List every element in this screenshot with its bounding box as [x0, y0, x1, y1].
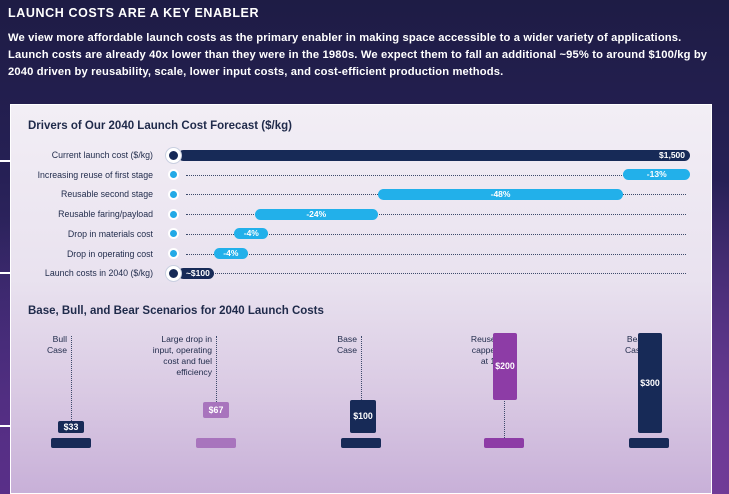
row-label: Drop in materials cost	[67, 228, 153, 239]
dotted-guide	[216, 336, 217, 402]
dotted-guide	[361, 336, 362, 400]
dotted-guide	[186, 214, 686, 216]
panel-edge-tick	[0, 272, 10, 274]
waterfall-bar: ~$100	[178, 267, 214, 279]
panel-edge-tick	[0, 425, 10, 427]
scenario-bar: $300	[638, 333, 662, 433]
scenario-value-box: $67	[203, 402, 229, 418]
dotted-guide	[186, 273, 686, 275]
bar-value-label: -48%	[490, 188, 511, 199]
scenario-label-line: Reuses	[470, 334, 500, 344]
waterfall-bar: -13%	[623, 169, 690, 181]
waterfall-bar: $1,500	[178, 149, 690, 161]
scenario-value-label: $300	[640, 378, 660, 388]
scenario-label-line: Bear	[626, 334, 645, 344]
waterfall-bar: -4%	[234, 228, 269, 240]
waterfall-chart-title: Drivers of Our 2040 Launch Cost Forecast…	[28, 120, 292, 132]
scenario-value-box: $33	[58, 421, 84, 433]
scenario-label: Base Case	[267, 334, 357, 356]
scenario-chart-title: Base, Bull, and Bear Scenarios for 2040 …	[28, 305, 324, 317]
bar-value-label: $1,500	[659, 149, 685, 160]
total-marker	[166, 265, 181, 281]
chart-panel	[10, 104, 712, 494]
scenario-label: Reuses capped at 10	[410, 334, 500, 367]
scenario-label-line: efficiency	[176, 367, 212, 377]
driver-marker	[168, 248, 179, 259]
intro-paragraph: We view more affordable launch costs as …	[8, 32, 708, 78]
bar-value-label: -4%	[223, 248, 239, 258]
scenario-label-line: Base	[337, 334, 357, 344]
scenario-pedestal	[484, 438, 524, 448]
dotted-guide	[186, 174, 686, 176]
bar-value-label: -24%	[306, 208, 327, 219]
dotted-guide	[186, 253, 686, 255]
driver-marker	[168, 188, 179, 200]
row-label: Reusable faring/payload	[58, 209, 153, 220]
bar-value-label: -13%	[646, 169, 667, 180]
driver-marker	[168, 169, 179, 181]
page-title: LAUNCH COSTS ARE A KEY ENABLER	[8, 6, 260, 20]
scenario-label-line: cost and fuel	[163, 356, 212, 366]
scenario-label-line: input, operating	[152, 345, 212, 355]
bar-value-label: ~$100	[185, 267, 210, 278]
scenario-label-line: Case	[336, 345, 357, 355]
scenario-pedestal	[51, 438, 91, 448]
scenario-bar: $200	[493, 333, 517, 400]
scenario-pedestal	[196, 438, 236, 448]
total-marker	[166, 147, 181, 163]
waterfall-bar: -48%	[377, 188, 624, 200]
scenario-value-label: $100	[353, 410, 373, 421]
scenario-label-line: Case	[46, 345, 67, 355]
scenario-pedestal	[629, 438, 669, 448]
scenario-label: Bear Case	[555, 334, 645, 356]
scenario-label-line: Case	[624, 345, 645, 355]
scenario-label: Bull Case	[0, 334, 67, 356]
row-label: Increasing reuse of first stage	[37, 169, 153, 180]
driver-marker	[168, 228, 179, 240]
scenario-pedestal	[341, 438, 381, 448]
scenario-label-line: capped	[471, 345, 500, 355]
dotted-guide	[504, 401, 505, 438]
waterfall-bar: -24%	[254, 208, 378, 220]
scenario-label-line: Large drop in	[161, 334, 212, 344]
driver-marker	[168, 208, 179, 220]
scenario-bar: $100	[350, 399, 376, 433]
panel-edge-tick	[0, 160, 10, 162]
row-label: Current launch cost ($/kg)	[51, 150, 153, 160]
scenario-label: Large drop in input, operating cost and fu…	[122, 334, 212, 378]
dotted-guide	[71, 336, 72, 421]
row-label: Drop in operating cost	[66, 248, 153, 259]
scenario-label-line: Bull	[52, 334, 67, 344]
scenario-label-line: at 10	[480, 356, 500, 366]
waterfall-bar: -4%	[213, 248, 248, 259]
scenario-value-label: $200	[495, 361, 515, 372]
dotted-guide	[186, 233, 686, 235]
row-label: Reusable second stage	[61, 189, 153, 200]
bar-value-label: -4%	[243, 228, 259, 239]
row-label: Launch costs in 2040 ($/kg)	[44, 268, 153, 279]
